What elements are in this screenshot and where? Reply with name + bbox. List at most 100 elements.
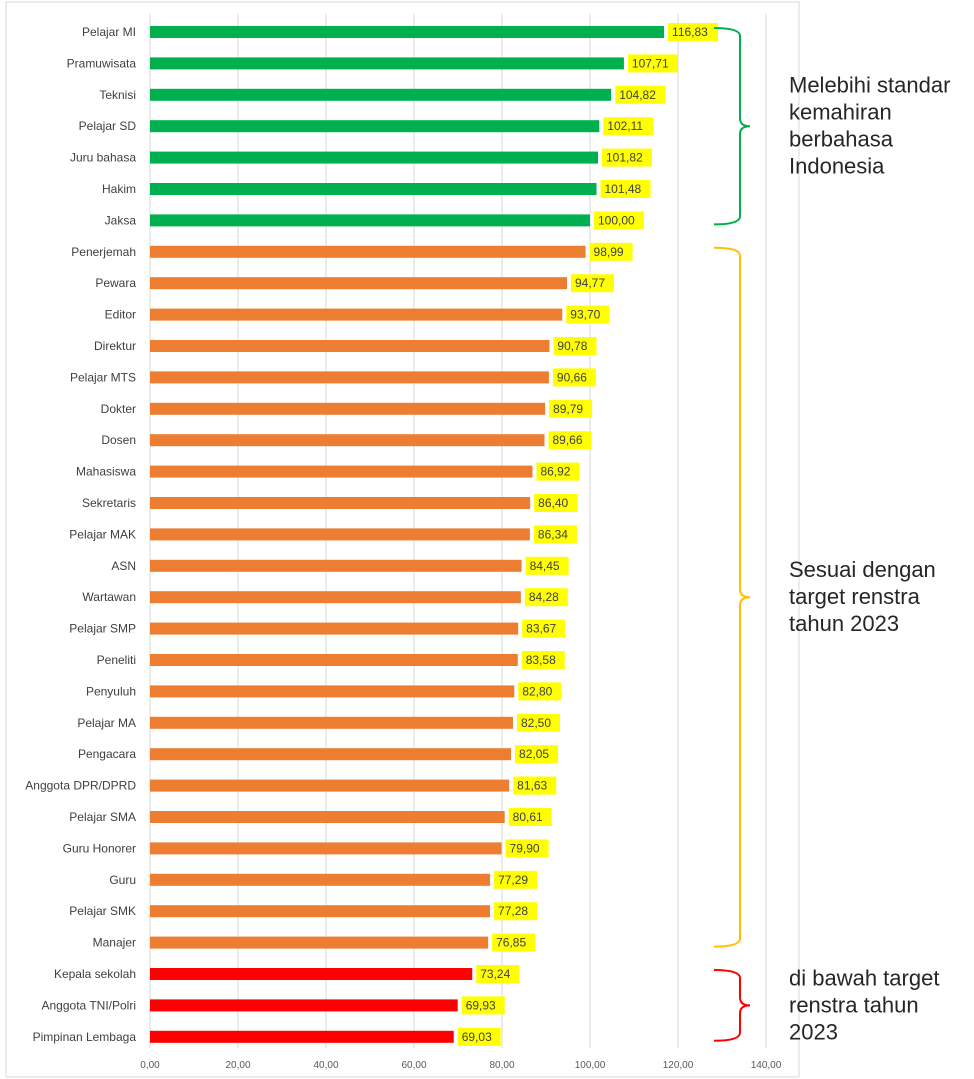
x-tick-label: 100,00	[575, 1060, 606, 1071]
bar	[150, 497, 531, 509]
bar	[150, 183, 597, 195]
bar	[150, 371, 549, 384]
value-label-background	[492, 933, 536, 952]
value-label-background	[536, 462, 580, 481]
bar	[150, 685, 515, 698]
value-label: 84,28	[529, 590, 559, 604]
category-label: Editor	[105, 308, 136, 322]
value-label-background	[594, 211, 644, 230]
category-label: Manajer	[93, 936, 136, 950]
bar	[150, 277, 567, 290]
category-label: Pelajar MAK	[69, 527, 136, 541]
value-label: 82,50	[521, 716, 551, 730]
category-label: Jaksa	[105, 213, 137, 227]
category-label: Pelajar SMK	[69, 904, 136, 918]
value-label-background	[552, 368, 596, 387]
bars	[150, 26, 665, 1043]
bar	[150, 559, 522, 572]
value-label-background	[508, 808, 552, 826]
value-label: 77,29	[498, 873, 528, 887]
bar	[150, 402, 546, 415]
value-label: 79,90	[510, 841, 540, 855]
bar	[150, 968, 473, 980]
bar	[150, 151, 599, 164]
value-label: 83,58	[526, 653, 556, 667]
category-label: Penerjemah	[71, 245, 136, 259]
value-label: 86,92	[540, 465, 570, 479]
value-label: 83,67	[526, 622, 556, 636]
bar	[150, 716, 513, 729]
value-label: 104,82	[619, 88, 656, 102]
group-note-line: 2023	[789, 1019, 838, 1044]
value-label-background	[513, 776, 557, 795]
value-label-background	[602, 148, 653, 167]
bar	[150, 434, 545, 447]
x-tick-label: 0,00	[140, 1060, 160, 1071]
bar	[150, 308, 563, 321]
value-label-background	[461, 996, 505, 1015]
value-label-background	[668, 23, 719, 41]
group-notes: Melebihi standarkemahiranberbahasaIndone…	[789, 73, 950, 1045]
group-note-line: di bawah target	[789, 965, 939, 990]
category-label: Pramuwisata	[67, 56, 137, 70]
group-note-line: Indonesia	[789, 154, 885, 179]
value-label: 94,77	[575, 276, 605, 290]
category-label: Pelajar SD	[79, 119, 137, 133]
category-label: Dokter	[101, 402, 136, 416]
category-label: Pelajar MTS	[70, 370, 136, 384]
group-note-line: berbahasa	[789, 127, 894, 152]
value-label: 77,28	[498, 904, 528, 918]
category-label: Hakim	[102, 182, 136, 196]
category-label: Teknisi	[99, 88, 136, 102]
value-label-background	[515, 745, 559, 764]
category-labels: Pelajar MI Pramuwisata Teknisi Pelajar SD Ju…	[25, 25, 136, 1044]
plot-frame	[5, 1, 800, 1078]
value-label: 69,03	[462, 1030, 492, 1044]
value-label-background	[553, 337, 597, 355]
value-label-background	[518, 682, 562, 701]
category-label: Direktur	[94, 339, 136, 353]
bar	[150, 88, 612, 101]
category-label: Mahasiswa	[76, 465, 136, 479]
category-label: Guru	[109, 873, 136, 887]
category-label: Pelajar SMA	[69, 810, 136, 824]
value-label: 89,79	[553, 402, 583, 416]
value-label-background	[517, 713, 560, 732]
category-label: Wartawan	[82, 590, 136, 604]
value-label: 102,11	[607, 119, 643, 133]
x-tick-label: 60,00	[401, 1060, 426, 1071]
group-note-line: target renstra	[789, 584, 921, 609]
bar	[150, 26, 665, 38]
category-label: Pimpinan Lembaga	[33, 1030, 137, 1044]
bar	[150, 999, 458, 1012]
value-label: 101,48	[605, 182, 642, 196]
value-label: 82,05	[519, 747, 549, 761]
value-label-background	[548, 431, 592, 450]
value-label: 81,63	[517, 779, 547, 793]
category-label: Pengacara	[78, 747, 136, 761]
bar	[150, 528, 530, 541]
bar	[150, 57, 624, 70]
category-label: ASN	[111, 559, 136, 573]
category-label: Pelajar MA	[77, 716, 136, 730]
bar	[150, 873, 491, 886]
value-label: 98,99	[594, 245, 624, 259]
value-label-background	[457, 1027, 501, 1046]
bar	[150, 1030, 454, 1043]
value-label-background	[525, 556, 569, 575]
category-label: Pewara	[95, 276, 136, 290]
x-tick-label: 140,00	[751, 1060, 782, 1071]
bar	[150, 622, 519, 635]
value-label: 90,66	[557, 370, 587, 384]
value-label: 116,83	[672, 25, 708, 39]
x-axis-ticks: 0,00 20,00 40,00 60,00 80,00 100,00 120,00 140,…	[140, 1060, 781, 1071]
bar	[150, 654, 518, 666]
value-label: 101,82	[606, 151, 643, 165]
x-tick-label: 40,00	[313, 1060, 338, 1071]
value-label-background	[615, 85, 666, 104]
value-label-background	[627, 54, 678, 73]
category-label: Kepala sekolah	[54, 967, 136, 981]
value-label: 84,45	[530, 559, 560, 573]
bar	[150, 245, 586, 258]
value-label-background	[505, 839, 549, 858]
